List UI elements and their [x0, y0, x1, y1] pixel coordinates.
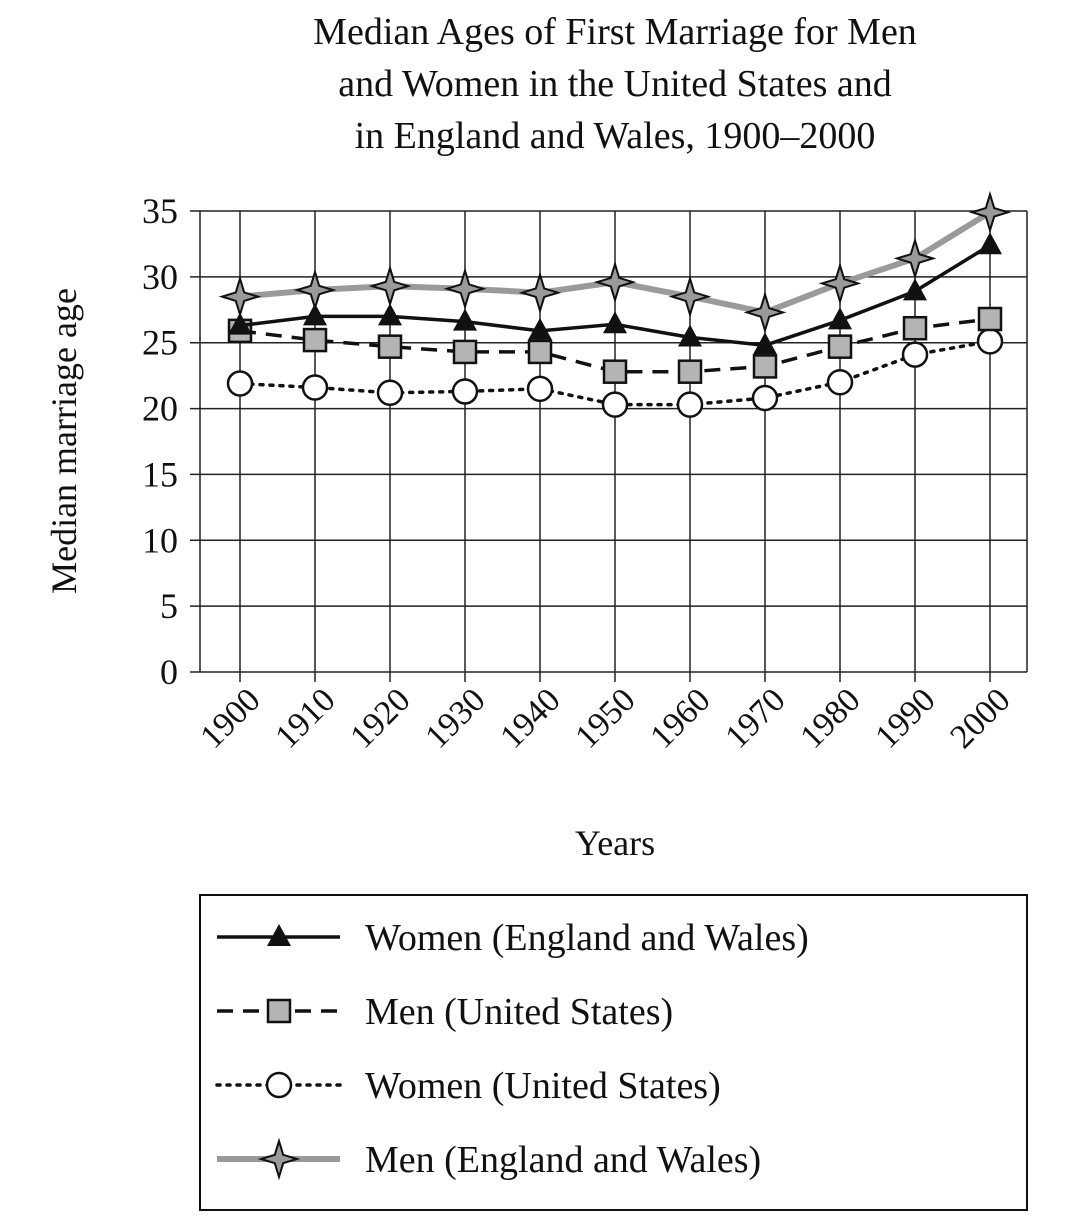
data-point-circle: [301, 374, 329, 401]
data-point-square: [677, 359, 703, 384]
legend-item: Men (England and Wales): [217, 1137, 761, 1181]
data-point-triangle: [228, 312, 252, 335]
data-point-square: [302, 327, 328, 353]
data-point-circle: [976, 328, 1004, 355]
data-point-star: [968, 190, 1012, 234]
data-point-triangle: [303, 303, 327, 326]
data-point-square: [527, 339, 553, 365]
data-point-star: [668, 275, 712, 319]
data-point-triangle: [753, 332, 777, 355]
data-point-star: [518, 271, 562, 315]
data-point-star: [893, 236, 937, 280]
y-tick-label: 35: [142, 191, 178, 231]
data-point-star: [218, 275, 262, 319]
y-tick-label: 20: [142, 389, 178, 429]
legend-label: Women (England and Wales): [365, 917, 809, 959]
x-tick-label: 1910: [268, 681, 342, 755]
legend-item: Men (United States): [217, 991, 673, 1033]
legend-label: Men (United States): [365, 991, 673, 1033]
data-point-star: [293, 268, 337, 312]
data-point-triangle: [378, 303, 402, 326]
data-point-triangle: [903, 278, 927, 301]
legend-label: Women (United States): [365, 1065, 721, 1107]
x-tick-label: 1940: [493, 681, 567, 755]
data-point-triangle: [678, 324, 702, 347]
x-tick-label: 1930: [418, 681, 492, 755]
data-point-circle: [451, 378, 479, 405]
legend-box: [199, 894, 1028, 1211]
y-tick-labels: 0 5 10 15 20 25 30 35: [142, 191, 178, 692]
chart-title: Median Ages of First Marriage for Men and…: [313, 11, 917, 157]
y-axis-label: Median marriage age: [44, 288, 84, 594]
legend-item: Women (United States): [215, 1065, 721, 1107]
data-point-circle: [676, 391, 704, 418]
x-tick-label: 1980: [793, 681, 867, 755]
x-tick-label: 1990: [868, 681, 942, 755]
series-men-united-states: [227, 306, 1003, 384]
data-point-circle: [376, 379, 404, 407]
data-point-circle: [265, 1071, 293, 1099]
data-point-square: [977, 306, 1003, 332]
x-axis-label: Years: [575, 823, 655, 863]
data-point-triangle: [267, 924, 291, 946]
series-group: [218, 190, 1012, 418]
data-point-circle: [526, 375, 554, 403]
data-point-circle: [826, 368, 854, 396]
x-tick-labels: 1900 1910 1920 1930 1940 1950 1960 1970 1980 1990…: [193, 681, 1017, 755]
title-line: in England and Wales, 1900–2000: [355, 115, 876, 157]
data-point-triangle: [603, 311, 627, 334]
data-point-square: [377, 334, 403, 359]
y-tick-label: 30: [142, 257, 178, 297]
y-tick-label: 10: [142, 520, 178, 560]
data-point-star: [818, 261, 862, 305]
legend-item: Women (England and Wales): [217, 917, 809, 959]
data-point-triangle: [453, 308, 477, 331]
data-point-triangle: [978, 232, 1002, 255]
data-point-circle: [901, 341, 929, 368]
x-tick-label: 1920: [343, 681, 417, 755]
y-tick-label: 5: [160, 586, 178, 626]
data-point-circle: [601, 391, 629, 418]
data-point-star: [257, 1137, 301, 1181]
data-point-square: [452, 339, 478, 365]
data-point-star: [743, 290, 787, 334]
y-tick-label: 15: [142, 454, 178, 494]
x-tick-label: 1970: [718, 681, 792, 755]
y-tick-label: 0: [160, 652, 178, 692]
title-line: and Women in the United States and: [338, 63, 891, 105]
y-tick-label: 25: [142, 323, 178, 363]
data-point-star: [593, 260, 637, 304]
x-tick-label: 1950: [568, 681, 642, 755]
data-point-triangle: [828, 307, 852, 330]
legend: Women (England and Wales) Men (United Sta…: [199, 894, 1028, 1211]
legend-label: Men (England and Wales): [365, 1139, 761, 1181]
x-tick-label: 1900: [193, 681, 267, 755]
data-point-square: [266, 998, 292, 1024]
data-point-square: [752, 354, 778, 379]
data-point-square: [602, 359, 628, 384]
data-point-circle: [226, 370, 254, 397]
title-line: Median Ages of First Marriage for Men: [313, 11, 917, 53]
data-point-star: [443, 267, 487, 311]
series-women-united-states: [226, 328, 1004, 418]
x-tick-label: 1960: [643, 681, 717, 755]
x-tick-label: 2000: [943, 681, 1017, 755]
data-point-square: [827, 334, 853, 359]
data-point-circle: [751, 384, 779, 412]
data-point-triangle: [528, 317, 552, 340]
series-line: [238, 339, 992, 407]
series-women-england-and-wales: [228, 232, 1002, 355]
data-point-square: [902, 315, 928, 341]
data-point-star: [368, 264, 412, 308]
series-men-england-and-wales: [218, 190, 1012, 334]
